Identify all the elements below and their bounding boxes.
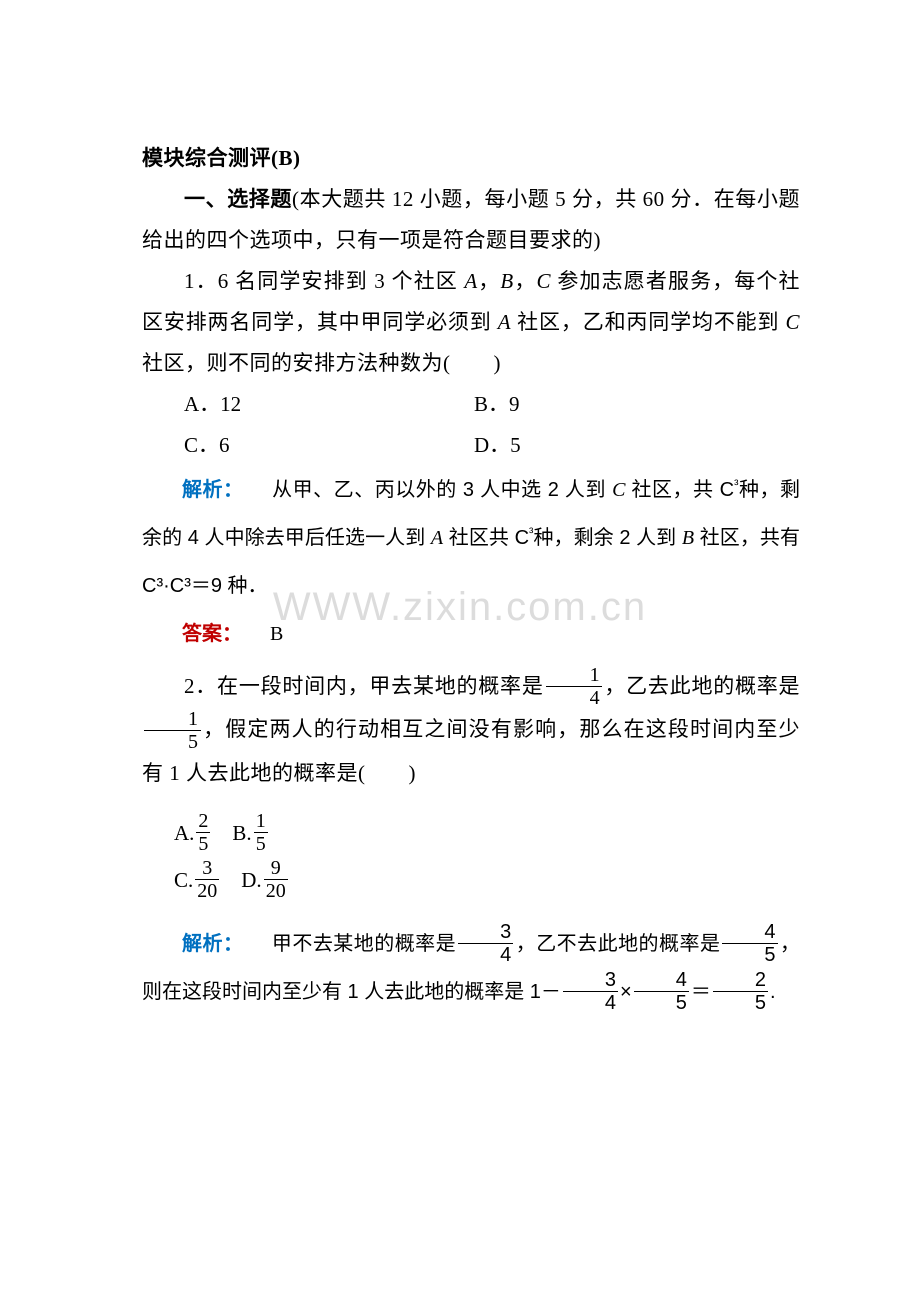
q1-solution: 解析：从甲、乙、丙以外的 3 人中选 2 人到 C 社区，共 C³种，剩余的 4… [142,466,800,610]
q2-options-row2: C.320 D.920 [174,859,800,902]
q2-text3: ，假定两人的行动相互之间没有影响，那么在这段时间内至少有 1 人去此地的概率是(… [142,717,800,785]
option-label: C. [174,868,193,893]
q1-var-c2: C [786,310,801,334]
q2-option-a: A.25 [174,812,212,855]
section-1-label: 一、选择题 [184,187,292,211]
frac-den: 4 [458,943,513,965]
q1-option-c: C．6 [184,425,474,466]
option-label: A. [174,821,194,846]
q2-number: 2． [184,674,217,698]
frac-den: 4 [546,686,603,708]
q1-sol-var3: B [682,527,694,549]
q2-options-row1: A.25 B.15 [174,812,800,855]
q1-sep2: ， [514,269,537,293]
module-title: 模块综合测评(B) [142,138,800,179]
solution-label: 解析： [182,479,244,501]
frac-num: 1 [254,811,268,832]
q2-option-b: B.15 [232,812,269,855]
frac-den: 20 [264,879,288,901]
q2-stem: 2．在一段时间内，甲去某地的概率是14，乙去此地的概率是15，假定两人的行动相互… [142,666,800,794]
frac-num: 3 [458,922,513,943]
frac-den: 5 [254,832,268,854]
q1-sol-var2: A [431,527,443,549]
q1-sol-text: 从甲、乙、丙以外的 3 人中选 2 人到 [272,479,612,501]
frac-den: 20 [195,879,219,901]
q1-sep: ， [478,269,501,293]
q2-sol-dot: . [770,981,776,1003]
document-page: WWW.zixin.com.cn 模块综合测评(B) 一、选择题(本大题共 12… [0,0,920,1076]
q2-sol-text2: ，乙不去此地的概率是 [515,933,720,955]
fraction: 45 [634,970,689,1013]
q1-options-row2: C．6 D．5 [184,425,800,466]
fraction: 14 [546,665,603,708]
q1-answer: 答案： B [142,610,800,658]
option-label: D. [241,868,261,893]
q2-sol-eq: ＝ [691,981,711,1003]
q1-var-a2: A [498,310,511,334]
frac-num: 2 [713,970,768,991]
q1-var-c: C [536,269,551,293]
option-label: B. [232,821,251,846]
frac-num: 4 [722,922,777,943]
q2-option-d: D.920 [241,859,289,902]
section-1-heading: 一、选择题(本大题共 12 小题，每小题 5 分，共 60 分．在每小题给出的四… [142,179,800,261]
q1-options-row1: A．12 B．9 [184,384,800,425]
frac-den: 5 [713,991,768,1013]
fraction: 34 [563,970,618,1013]
q1-number: 1． [184,269,218,293]
frac-den: 5 [722,943,777,965]
solution-label: 解析： [182,933,243,955]
fraction: 15 [144,709,201,752]
frac-num: 1 [144,709,201,730]
q2-options: A.25 B.15 C.320 D.920 [174,812,800,902]
frac-num: 3 [195,858,219,879]
q2-text: 在一段时间内，甲去某地的概率是 [217,674,544,698]
q1-option-d: D．5 [474,425,800,466]
q1-sol-text4: 社区共 C [443,527,529,549]
q2-text2: ，乙去此地的概率是 [604,674,800,698]
fraction: 45 [722,922,777,965]
fraction: 25 [196,811,210,854]
frac-num: 1 [546,665,603,686]
answer-label: 答案： [182,623,242,645]
q1-stem: 1．6 名同学安排到 3 个社区 A，B，C 参加志愿者服务，每个社区安排两名同… [142,261,800,384]
q1-text3: 社区，乙和丙同学均不能到 [511,310,785,334]
frac-den: 5 [634,991,689,1013]
q2-sol-op: × [620,981,632,1003]
q1-var-b: B [500,269,513,293]
q1-text4: 社区，则不同的安排方法种数为( ) [142,351,501,375]
q2-sol-text: 甲不去某地的概率是 [271,933,456,955]
q1-var-a: A [464,269,477,293]
q2-solution: 解析：甲不去某地的概率是34，乙不去此地的概率是45，则在这段时间内至少有 1 … [142,920,800,1016]
frac-num: 2 [196,811,210,832]
q2-option-c: C.320 [174,859,221,902]
fraction: 920 [264,858,288,901]
q1-sol-var: C [612,479,625,501]
fraction: 15 [254,811,268,854]
q1-sol-text2: 社区，共 C [625,479,734,501]
q1-option-b: B．9 [474,384,800,425]
frac-den: 5 [196,832,210,854]
fraction: 320 [195,858,219,901]
frac-den: 5 [144,730,201,752]
frac-num: 9 [264,858,288,879]
frac-den: 4 [563,991,618,1013]
fraction: 34 [458,922,513,965]
frac-num: 3 [563,970,618,991]
frac-num: 4 [634,970,689,991]
q1-text: 6 名同学安排到 3 个社区 [218,269,465,293]
q1-option-a: A．12 [184,384,474,425]
q1-sol-text5: 种，剩余 2 人到 [533,527,682,549]
fraction: 25 [713,970,768,1013]
q1-answer-value: B [270,623,283,645]
